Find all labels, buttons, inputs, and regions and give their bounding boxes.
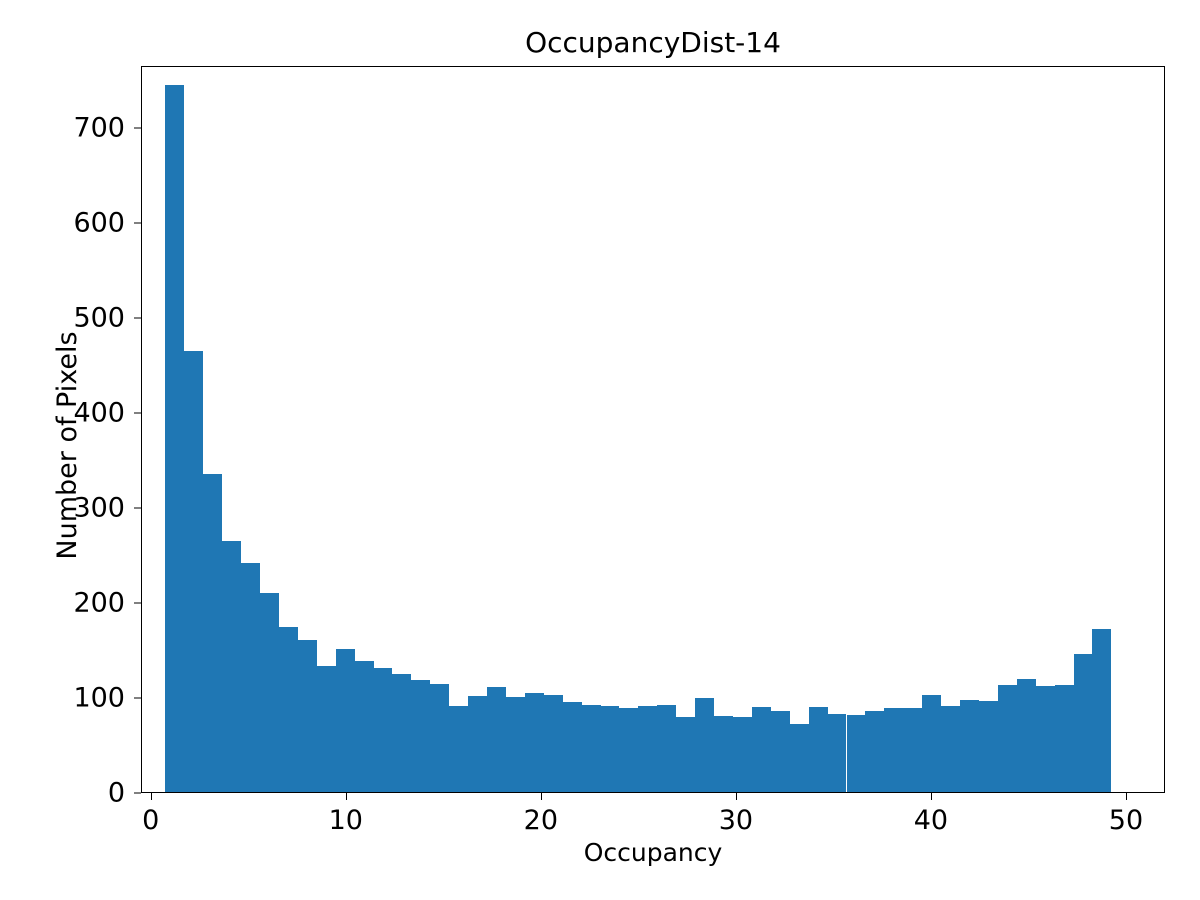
histogram-bar [638,705,658,792]
histogram-bar [581,704,601,792]
x-tick-mark [540,793,542,800]
histogram-bar [1092,628,1112,792]
x-tick-mark [735,793,737,800]
histogram-bar [1073,654,1093,792]
histogram-bar [732,716,752,792]
y-tick-label: 500 [73,302,125,334]
histogram-bar [808,707,828,792]
histogram-bar [487,687,506,792]
x-tick-label: 50 [1108,805,1144,836]
histogram-bar [941,705,961,792]
histogram-bar [676,716,696,792]
y-axis: 0 100 200 300 400 500 600 700 [0,66,141,809]
x-tick-mark [345,793,347,800]
histogram-bar [335,649,355,792]
histogram-bar [373,668,393,792]
x-tick-label: 30 [718,805,754,836]
histogram-bar [297,639,317,792]
y-axis-label: Number of Pixels [52,331,83,560]
histogram-bar [657,704,677,792]
x-tick-mark [1125,793,1127,800]
histogram-bar [543,695,563,792]
histogram-bar [619,708,639,792]
x-axis: 0 10 20 30 40 50 [141,793,1165,863]
histogram-bar [978,700,998,792]
x-tick-mark [150,793,152,800]
histogram-bar [865,711,885,792]
histogram-bar [1016,678,1036,792]
histogram-bar [827,714,847,792]
y-tick-label: 100 [73,682,125,714]
histogram-bar [903,708,923,792]
y-tick-mark [134,317,141,319]
histogram-bar [184,351,204,792]
histogram-bar [222,541,242,792]
histogram-bar [316,665,336,792]
histogram-bar [411,679,431,792]
plot-area [142,67,1164,792]
histogram-bar [468,696,488,792]
y-tick-label: 0 [107,777,125,809]
histogram-bar [922,695,942,792]
x-tick-label: 0 [142,805,160,836]
y-tick-mark [134,412,141,414]
y-tick-label: 200 [73,587,125,619]
plot-frame [141,66,1165,793]
x-axis-label: Occupancy [583,838,723,867]
histogram-bar [260,593,279,792]
y-tick-label: 600 [73,207,125,239]
histogram-bar [846,715,866,792]
histogram-bar [600,705,620,792]
histogram-bar [165,84,185,792]
histogram-bar [241,562,260,792]
y-tick-mark [134,127,141,129]
histogram-bar [449,705,469,792]
histogram-bar [1035,685,1055,792]
histogram-bar [278,626,298,792]
x-tick-label: 40 [913,805,949,836]
y-tick-mark [134,507,141,509]
y-tick-mark [134,602,141,604]
chart-title: OccupancyDist-14 [525,26,781,59]
histogram-bar [354,660,374,792]
histogram-bar [960,699,979,792]
histogram-bar [695,697,715,792]
histogram-bar [997,684,1017,792]
y-tick-label: 400 [73,397,125,429]
histogram-bar [524,693,544,792]
x-tick-label: 20 [523,805,559,836]
histogram-bar [392,674,412,792]
histogram-bar [789,723,809,792]
histogram-bar [714,715,733,792]
y-tick-label: 300 [73,492,125,524]
histogram-bar [884,708,904,792]
x-tick-mark [930,793,932,800]
histogram-bar [1054,684,1074,792]
histogram-bar [770,711,790,792]
histogram-bar [203,473,223,792]
x-tick-label: 10 [328,805,363,836]
y-tick-mark [134,697,141,699]
y-tick-mark [134,792,141,794]
histogram-bar [505,696,525,792]
histogram-bar [430,683,450,792]
y-tick-label: 700 [73,112,125,144]
histogram-bar [751,707,771,792]
histogram-bar [562,701,582,792]
y-tick-mark [134,222,141,224]
